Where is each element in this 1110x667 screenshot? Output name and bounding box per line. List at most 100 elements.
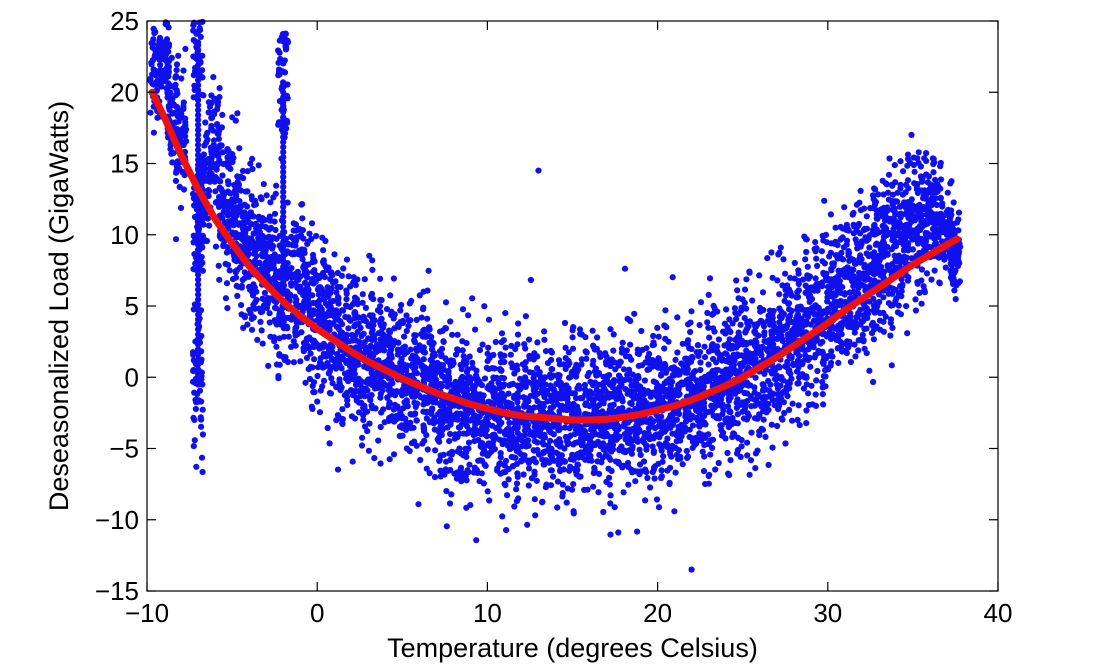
scatter-point xyxy=(689,422,697,429)
scatter-point xyxy=(534,353,541,360)
scatter-point xyxy=(650,378,657,385)
scatter-point xyxy=(421,349,428,356)
scatter-point xyxy=(514,390,521,397)
scatter-point xyxy=(237,187,245,194)
scatter-point xyxy=(391,325,398,332)
scatter-point xyxy=(784,358,791,365)
scatter-point xyxy=(615,392,622,399)
scatter-point xyxy=(555,357,563,364)
scatter-point xyxy=(381,342,388,349)
scatter-point xyxy=(786,380,793,387)
scatter-point xyxy=(467,502,474,509)
scatter-point xyxy=(177,204,185,211)
scatter-point xyxy=(398,412,405,419)
scatter-point xyxy=(696,322,703,329)
scatter-point xyxy=(592,365,600,372)
scatter-point xyxy=(413,417,420,424)
scatter-point xyxy=(805,309,812,317)
scatter-point xyxy=(500,375,508,382)
scatter-point xyxy=(198,416,205,423)
scatter-point xyxy=(297,232,305,239)
scatter-point xyxy=(247,160,254,167)
scatter-point xyxy=(676,411,683,418)
scatter-point xyxy=(564,402,571,409)
scatter-point xyxy=(362,304,369,311)
scatter-point xyxy=(782,292,790,299)
scatter-point xyxy=(374,307,381,314)
scatter-point xyxy=(641,398,648,405)
scatter-point xyxy=(428,333,435,340)
scatter-point xyxy=(575,366,582,373)
scatter-point xyxy=(734,338,741,345)
scatter-point xyxy=(420,304,427,311)
scatter-point xyxy=(190,22,197,29)
scatter-point xyxy=(694,404,701,411)
scatter-point xyxy=(550,372,557,379)
scatter-point xyxy=(515,449,523,456)
scatter-point xyxy=(723,306,730,313)
scatter-point xyxy=(484,488,491,495)
scatter-point xyxy=(200,92,207,99)
scatter-point xyxy=(641,439,648,446)
scatter-point xyxy=(302,379,309,386)
scatter-point xyxy=(661,345,668,352)
scatter-point xyxy=(207,109,214,117)
scatter-point xyxy=(788,355,795,362)
scatter-point xyxy=(504,492,511,499)
scatter-point xyxy=(642,430,650,438)
scatter-point xyxy=(743,305,750,312)
scatter-point xyxy=(522,383,529,390)
scatter-point xyxy=(189,190,197,197)
scatter-point xyxy=(345,314,352,321)
scatter-point xyxy=(803,407,810,414)
scatter-point xyxy=(769,333,776,341)
scatter-point xyxy=(224,261,232,268)
scatter-point xyxy=(289,241,296,249)
scatter-point xyxy=(778,314,785,321)
scatter-point xyxy=(706,334,713,341)
scatter-point xyxy=(173,61,181,68)
scatter-point xyxy=(197,33,204,41)
scatter-point xyxy=(559,481,567,488)
scatter-point xyxy=(650,332,657,340)
scatter-point xyxy=(311,258,318,265)
scatter-point xyxy=(321,293,328,301)
scatter-point xyxy=(791,259,798,267)
scatter-point xyxy=(594,334,601,341)
scatter-point xyxy=(563,499,570,506)
scatter-point xyxy=(223,280,231,287)
scatter-point xyxy=(728,418,735,425)
scatter-point xyxy=(819,283,826,290)
scatter-point xyxy=(275,319,282,326)
scatter-point xyxy=(608,467,615,475)
scatter-point xyxy=(199,18,206,25)
scatter-point xyxy=(395,321,402,328)
scatter-point xyxy=(770,307,777,315)
scatter-point xyxy=(270,194,277,201)
scatter-point xyxy=(626,376,634,383)
scatter-point xyxy=(368,290,376,297)
scatter-point xyxy=(576,326,584,333)
scatter-point xyxy=(547,437,554,444)
scatter-point xyxy=(406,447,413,455)
scatter-point xyxy=(544,398,551,405)
scatter-point xyxy=(760,416,767,423)
scatter-point xyxy=(334,294,342,301)
scatter-point xyxy=(525,379,532,386)
scatter-point xyxy=(176,183,183,190)
scatter-point xyxy=(620,366,628,373)
scatter-point xyxy=(297,302,304,309)
scatter-point xyxy=(327,321,334,329)
scatter-point xyxy=(303,354,311,362)
scatter-point xyxy=(437,369,444,376)
scatter-point xyxy=(234,110,241,117)
scatter-point xyxy=(158,83,165,90)
scatter-point xyxy=(522,366,529,373)
scatter-point xyxy=(768,421,775,428)
scatter-point xyxy=(299,227,306,234)
scatter-point xyxy=(223,249,230,256)
scatter-point xyxy=(275,47,282,54)
scatter-point xyxy=(687,328,694,336)
scatter-point xyxy=(796,422,803,429)
scatter-point xyxy=(751,402,759,409)
